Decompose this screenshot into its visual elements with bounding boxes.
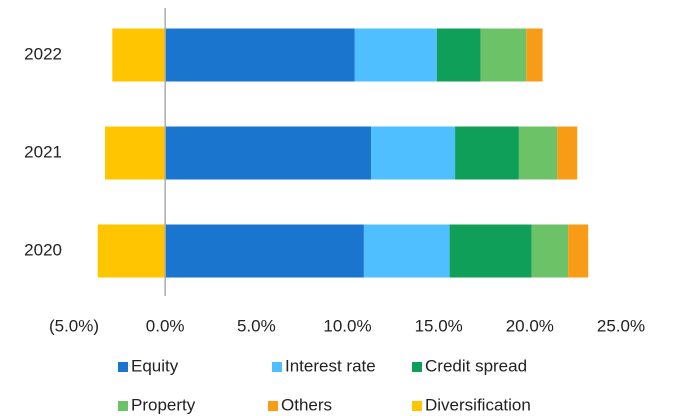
legend-swatch: [412, 362, 422, 372]
bar-segment: [112, 28, 166, 82]
legend-swatch: [118, 362, 128, 372]
bar-segment: [557, 126, 578, 180]
legend-swatch: [118, 401, 128, 411]
legend-label: Credit spread: [425, 356, 527, 375]
x-tick-label: 20.0%: [506, 316, 554, 335]
bar-segment: [363, 224, 450, 278]
bar-segment: [480, 28, 527, 82]
legend-label: Others: [281, 395, 332, 414]
legend-label: Interest rate: [285, 356, 376, 375]
bar-segment: [436, 28, 481, 82]
bar-segment: [165, 126, 372, 180]
bar-segment: [526, 28, 543, 82]
y-tick-label: 2020: [24, 240, 62, 259]
bar-segment: [449, 224, 532, 278]
bar-segment: [104, 126, 166, 180]
bar-segment: [165, 224, 364, 278]
y-tick-label: 2021: [24, 142, 62, 161]
x-tick-label: 5.0%: [237, 316, 276, 335]
x-tick-label: (5.0%): [49, 316, 99, 335]
x-tick-label: 10.0%: [323, 316, 371, 335]
bar-segment: [97, 224, 166, 278]
bar-segment: [165, 28, 355, 82]
bar-segment: [568, 224, 589, 278]
x-tick-label: 0.0%: [146, 316, 185, 335]
legend-label: Diversification: [425, 395, 531, 414]
bar-segment: [531, 224, 569, 278]
x-tick-label: 15.0%: [415, 316, 463, 335]
y-tick-label: 2022: [24, 44, 62, 63]
bar-segment: [371, 126, 456, 180]
bar-segment: [354, 28, 437, 82]
bar-segment: [518, 126, 558, 180]
legend-label: Equity: [131, 356, 179, 375]
legend-swatch: [268, 401, 278, 411]
legend-label: Property: [131, 395, 196, 414]
legend-swatch: [412, 401, 422, 411]
legend-swatch: [272, 362, 282, 372]
bar-segment: [455, 126, 519, 180]
x-tick-label: 25.0%: [597, 316, 645, 335]
